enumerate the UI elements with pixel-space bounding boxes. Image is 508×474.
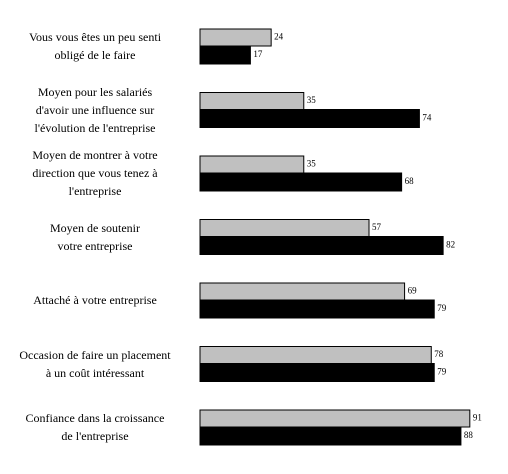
category-label: Occasion de faire un placement à un coût… <box>19 347 171 380</box>
category-label: Moyen pour les salariés d'avoir une infl… <box>34 84 156 135</box>
bar <box>199 409 471 428</box>
bar <box>199 155 305 174</box>
value-label: 74 <box>422 113 432 123</box>
value-label: 79 <box>437 303 447 313</box>
bar <box>199 28 272 47</box>
category-label: Vous vous êtes un peu senti obligé de le… <box>28 30 162 62</box>
category-label: Attaché à votre entreprise <box>33 293 157 307</box>
bar <box>199 45 251 65</box>
category-label: Moyen de montrer à votre direction que v… <box>32 148 158 198</box>
bar <box>199 363 435 382</box>
bar <box>199 426 462 446</box>
value-label: 57 <box>372 222 382 232</box>
category-label: Moyen de soutenir votre entreprise <box>50 220 140 253</box>
bar <box>199 219 370 237</box>
value-label: 78 <box>434 349 444 359</box>
bar <box>199 109 420 128</box>
value-label: 82 <box>446 240 455 250</box>
value-label: 88 <box>464 430 474 440</box>
bar <box>199 346 432 364</box>
value-label: 68 <box>405 176 415 186</box>
bar <box>199 172 403 192</box>
value-label: 35 <box>307 95 317 105</box>
bar <box>199 299 435 319</box>
bar <box>199 282 406 301</box>
value-label: 91 <box>473 413 482 423</box>
bar <box>199 236 444 255</box>
value-label: 69 <box>408 286 418 296</box>
value-label: 24 <box>274 32 284 42</box>
value-label: 35 <box>307 159 317 169</box>
bar <box>199 92 305 110</box>
value-label: 17 <box>253 49 263 59</box>
category-label: Confiance dans la croissance de l'entrep… <box>25 411 165 443</box>
value-label: 79 <box>437 367 447 377</box>
